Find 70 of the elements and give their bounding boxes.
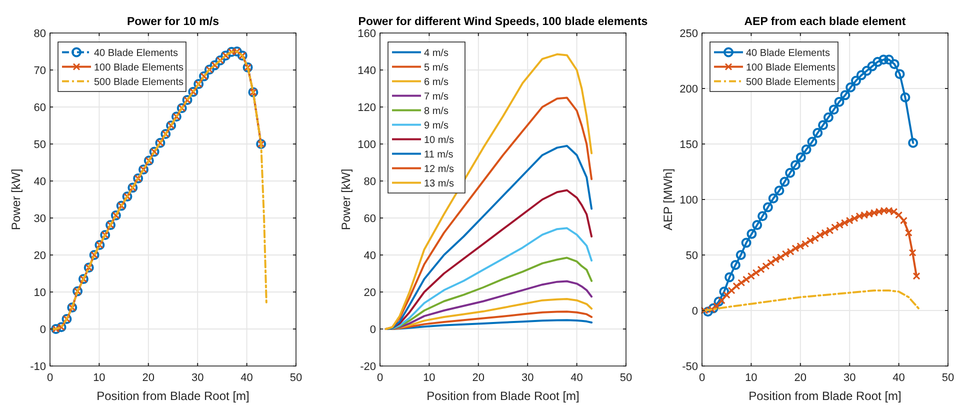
y-tick-label: 80 bbox=[364, 176, 376, 188]
y-tick-label: 20 bbox=[34, 250, 46, 262]
x-tick-label: 10 bbox=[423, 372, 436, 384]
y-tick-label: 30 bbox=[34, 213, 46, 225]
x-tick-label: 40 bbox=[892, 372, 905, 384]
y-tick-label: -20 bbox=[360, 361, 376, 373]
y-tick-label: 20 bbox=[364, 287, 376, 299]
y-tick-label: 0 bbox=[370, 324, 376, 336]
y-tick-label: 50 bbox=[686, 250, 698, 262]
x-axis-title: Position from Blade Root [m] bbox=[426, 389, 580, 403]
legend-label: 8 m/s bbox=[424, 106, 448, 117]
y-tick-label: 160 bbox=[358, 28, 376, 40]
y-tick-label: 100 bbox=[358, 139, 376, 151]
y-tick-label: 40 bbox=[34, 176, 46, 188]
x-tick-label: 40 bbox=[570, 372, 583, 384]
x-tick-label: 30 bbox=[191, 372, 204, 384]
x-tick-label: 40 bbox=[240, 372, 253, 384]
y-axis-title: Power [kW] bbox=[339, 168, 353, 230]
x-tick-label: 30 bbox=[843, 372, 856, 384]
y-tick-label: 70 bbox=[34, 65, 46, 77]
y-tick-label: 60 bbox=[364, 213, 376, 225]
x-tick-label: 0 bbox=[376, 372, 384, 384]
x-tick-label: 50 bbox=[290, 372, 302, 384]
y-tick-label: 60 bbox=[34, 102, 46, 114]
y-tick-label: -50 bbox=[682, 361, 698, 373]
legend-label: 9 m/s bbox=[424, 120, 448, 132]
y-tick-label: 80 bbox=[34, 28, 46, 40]
y-tick-label: 50 bbox=[34, 139, 46, 151]
x-tick-label: 10 bbox=[93, 372, 106, 384]
x-axis-title: Position from Blade Root [m] bbox=[96, 389, 250, 403]
legend-label: 10 m/s bbox=[424, 134, 454, 146]
x-tick-label: 10 bbox=[745, 372, 758, 384]
y-tick-label: 250 bbox=[680, 28, 698, 40]
legend-label: 500 Blade Elements bbox=[746, 76, 836, 88]
x-tick-label: 0 bbox=[46, 372, 54, 384]
legend-label: 13 m/s bbox=[424, 178, 454, 190]
legend-label: 12 m/s bbox=[424, 164, 454, 175]
y-tick-label: 40 bbox=[364, 250, 376, 262]
y-tick-label: -10 bbox=[30, 361, 46, 373]
legend-label: 100 Blade Elements bbox=[94, 62, 184, 74]
x-tick-label: 20 bbox=[142, 372, 155, 384]
x-tick-label: 30 bbox=[521, 372, 534, 384]
y-axis-title: Power [kW] bbox=[9, 168, 23, 230]
y-tick-label: 100 bbox=[680, 194, 698, 206]
legend-label: 7 m/s bbox=[424, 91, 448, 102]
x-axis-title: Position from Blade Root [m] bbox=[748, 389, 902, 403]
y-tick-label: 150 bbox=[680, 139, 698, 151]
legend-label: 6 m/s bbox=[424, 76, 448, 88]
y-axis-title: AEP [MWh] bbox=[661, 168, 675, 230]
x-tick-label: 50 bbox=[942, 372, 954, 384]
y-tick-label: 120 bbox=[358, 102, 376, 114]
x-tick-label: 50 bbox=[620, 372, 632, 384]
legend-label: 40 Blade Elements bbox=[94, 48, 178, 59]
chart-title: Power for 10 m/s bbox=[126, 16, 220, 28]
legend-label: 11 m/s bbox=[424, 149, 454, 160]
x-tick-label: 20 bbox=[472, 372, 485, 384]
x-tick-label: 0 bbox=[698, 372, 706, 384]
y-tick-label: 200 bbox=[680, 84, 698, 96]
x-tick-label: 20 bbox=[794, 372, 807, 384]
legend-label: 5 m/s bbox=[424, 62, 448, 74]
legend-label: 100 Blade Elements bbox=[746, 62, 836, 74]
legend-label: 40 Blade Elements bbox=[746, 48, 830, 59]
y-tick-label: 140 bbox=[358, 65, 376, 77]
y-tick-label: 0 bbox=[40, 324, 46, 336]
chart-title: Power for different Wind Speeds, 100 blade elements bbox=[358, 16, 648, 28]
y-tick-label: 0 bbox=[692, 306, 698, 318]
y-tick-label: 10 bbox=[34, 287, 46, 299]
legend-label: 500 Blade Elements bbox=[94, 76, 184, 88]
legend-label: 4 m/s bbox=[424, 48, 448, 59]
chart-title: AEP from each blade element bbox=[744, 16, 906, 28]
